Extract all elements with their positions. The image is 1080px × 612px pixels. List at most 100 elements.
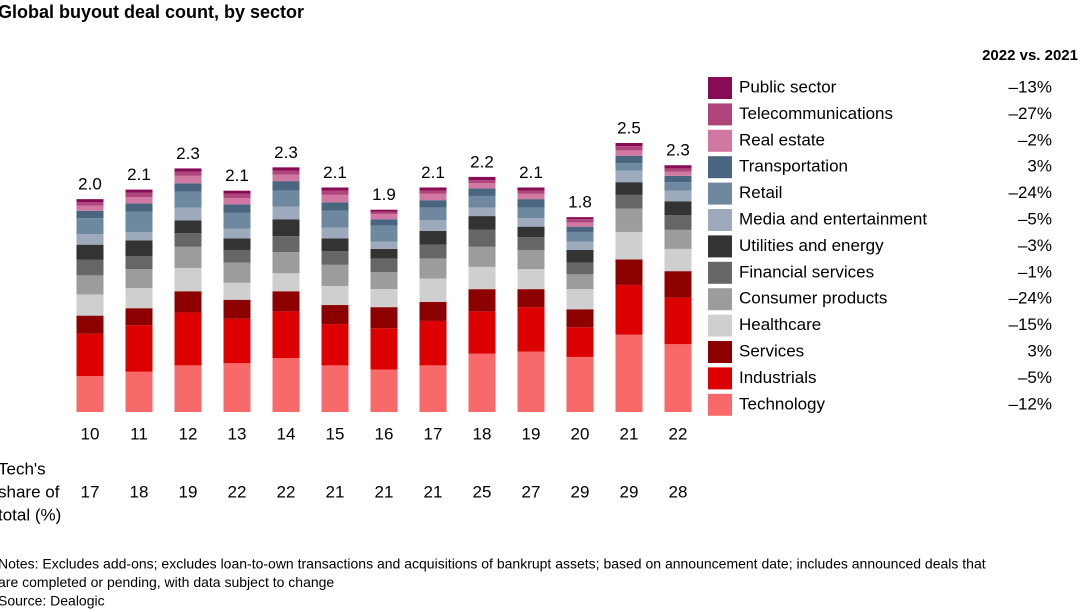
bar-segment bbox=[272, 291, 300, 312]
bar-segment bbox=[468, 246, 496, 267]
legend-label: Real estate bbox=[739, 130, 825, 149]
bar-segment bbox=[223, 249, 251, 263]
legend-change: –24% bbox=[1009, 183, 1052, 202]
bar-segment bbox=[76, 199, 104, 203]
note: Source: Dealogic bbox=[0, 593, 105, 609]
bar-segment bbox=[664, 271, 692, 298]
legend-label: Retail bbox=[739, 183, 782, 202]
bar-segment bbox=[615, 163, 643, 171]
bar-segment bbox=[615, 143, 643, 147]
bar-segment bbox=[566, 327, 594, 357]
bar-segment bbox=[419, 200, 447, 208]
bar-segment bbox=[615, 259, 643, 285]
bar-segment bbox=[174, 246, 202, 268]
bar-segment bbox=[517, 351, 545, 412]
bar-segment bbox=[664, 175, 692, 183]
bar-segment bbox=[664, 171, 692, 176]
bar-segment bbox=[419, 187, 447, 191]
total-label: 2.1 bbox=[225, 166, 249, 185]
bar-segment bbox=[664, 344, 692, 412]
bar-segment bbox=[174, 171, 202, 176]
bar-segment bbox=[272, 181, 300, 191]
tech-share: 21 bbox=[424, 482, 443, 501]
total-label: 2.5 bbox=[617, 118, 641, 137]
bar-segment bbox=[272, 236, 300, 253]
bar-segment bbox=[566, 219, 594, 223]
bar-segment bbox=[370, 272, 398, 290]
bar-segment bbox=[615, 231, 643, 260]
bar-segment bbox=[566, 249, 594, 263]
bar-segment bbox=[370, 211, 398, 214]
bar-segment bbox=[419, 320, 447, 366]
bar-segment bbox=[615, 334, 643, 412]
bar-segment bbox=[223, 262, 251, 283]
bar-segment bbox=[468, 289, 496, 312]
bar-segment bbox=[370, 213, 398, 220]
bar-segment bbox=[370, 209, 398, 212]
legend-label: Technology bbox=[739, 394, 826, 413]
bar-segment bbox=[321, 251, 349, 265]
bar-segment bbox=[76, 333, 104, 376]
bar-segment bbox=[321, 202, 349, 211]
legend-label: Services bbox=[739, 341, 804, 360]
bar-segment bbox=[76, 244, 104, 260]
bar-segment bbox=[174, 183, 202, 192]
bar-segment bbox=[76, 218, 104, 235]
bar-segment bbox=[125, 371, 153, 412]
bar-segment bbox=[517, 289, 545, 308]
bar-segment bbox=[664, 297, 692, 345]
legend-swatch bbox=[708, 314, 732, 337]
bar-segment bbox=[321, 187, 349, 191]
legend-swatch bbox=[708, 367, 732, 390]
tech-share: 25 bbox=[473, 482, 492, 501]
bar-segment bbox=[76, 234, 104, 245]
bar-segment bbox=[615, 155, 643, 164]
legend-change: –13% bbox=[1009, 77, 1052, 96]
legend-swatch bbox=[708, 261, 732, 284]
x-tick-label: 22 bbox=[669, 424, 688, 443]
bar-segment bbox=[615, 208, 643, 232]
bar-segment bbox=[370, 369, 398, 412]
bar-segment bbox=[566, 309, 594, 328]
bar-segment bbox=[517, 190, 545, 194]
bar-segment bbox=[566, 231, 594, 242]
bar-segment bbox=[419, 301, 447, 321]
total-label: 2.1 bbox=[519, 163, 543, 182]
bar-segment bbox=[125, 288, 153, 309]
tech-share-label: total (%) bbox=[0, 505, 61, 524]
bar-segment bbox=[517, 193, 545, 200]
bar-segment bbox=[615, 150, 643, 156]
bar-segment bbox=[223, 193, 251, 199]
legend-label: Public sector bbox=[739, 77, 837, 96]
legend-swatch bbox=[708, 77, 732, 99]
bar-segment bbox=[370, 328, 398, 370]
legend-change: 3% bbox=[1027, 341, 1052, 360]
bar-segment bbox=[370, 248, 398, 259]
bar-segment bbox=[321, 227, 349, 239]
tech-share: 21 bbox=[326, 482, 345, 501]
legend-swatch bbox=[708, 209, 732, 231]
bar-segment bbox=[517, 187, 545, 191]
bar-segment bbox=[419, 193, 447, 201]
bar-segment bbox=[517, 307, 545, 352]
bar-segment bbox=[76, 294, 104, 316]
x-tick-label: 13 bbox=[228, 424, 247, 443]
bar-segment bbox=[321, 324, 349, 366]
bar-segment bbox=[419, 258, 447, 279]
bar-segment bbox=[223, 190, 251, 194]
x-tick-label: 19 bbox=[522, 424, 541, 443]
bar-segment bbox=[370, 307, 398, 329]
bar-segment bbox=[517, 237, 545, 250]
bar-segment bbox=[419, 220, 447, 231]
legend-swatch bbox=[708, 156, 732, 179]
x-tick-label: 17 bbox=[424, 424, 443, 443]
legend-label: Industrials bbox=[739, 368, 816, 387]
bar-segment bbox=[468, 195, 496, 208]
bar-segment bbox=[321, 264, 349, 286]
bar-segment bbox=[566, 226, 594, 232]
bar-segment bbox=[517, 249, 545, 270]
legend-label: Financial services bbox=[739, 262, 874, 281]
bar-segment bbox=[664, 165, 692, 169]
bar-segment bbox=[468, 216, 496, 230]
bar-segment bbox=[321, 190, 349, 195]
